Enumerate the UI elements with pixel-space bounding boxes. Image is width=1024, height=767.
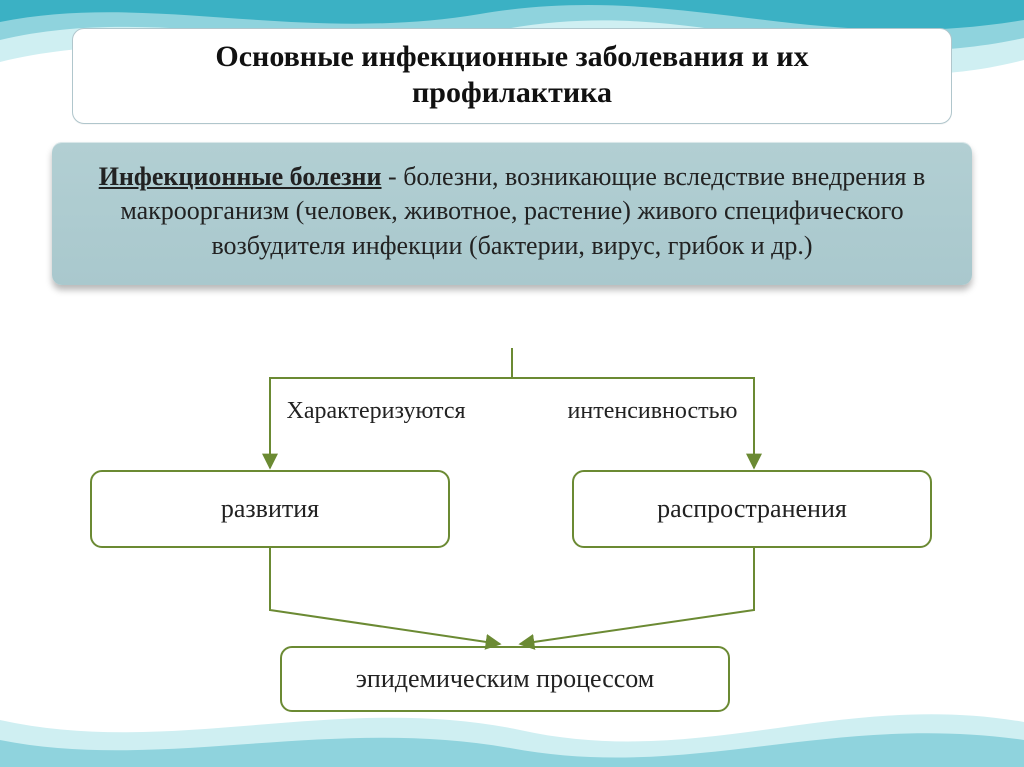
- node-bottom-label: эпидемическим процессом: [356, 664, 654, 694]
- branch-labels: Характеризуются интенсивностью: [0, 398, 1024, 425]
- title-line-2: профилактика: [103, 75, 921, 111]
- branch-label-left: Характеризуются: [287, 398, 466, 425]
- definition-term: Инфекционные болезни: [99, 162, 382, 191]
- definition-box: Инфекционные болезни - болезни, возникаю…: [52, 142, 972, 285]
- node-left-label: развития: [221, 494, 319, 524]
- node-bottom: эпидемическим процессом: [280, 646, 730, 712]
- branch-label-right: интенсивностью: [568, 398, 738, 425]
- node-right: распространения: [572, 470, 932, 548]
- definition-dash: -: [382, 162, 404, 191]
- node-right-label: распространения: [657, 494, 847, 524]
- node-left: развития: [90, 470, 450, 548]
- title-box: Основные инфекционные заболевания и их п…: [72, 28, 952, 124]
- title-line-1: Основные инфекционные заболевания и их: [103, 39, 921, 75]
